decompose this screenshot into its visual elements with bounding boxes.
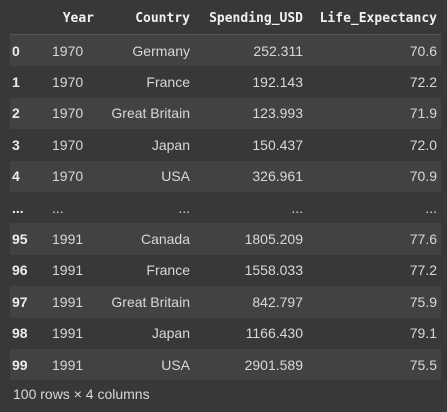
table-row: 1 1970 France 192.143 72.2 xyxy=(10,66,441,98)
row-index: 95 xyxy=(10,223,48,255)
year-cell: 1991 xyxy=(48,286,98,318)
life-expectancy-cell: ... xyxy=(307,191,441,224)
spending-usd-cell: 1805.209 xyxy=(194,223,307,255)
table-row: 99 1991 USA 2901.589 75.5 xyxy=(10,348,441,381)
row-index: 4 xyxy=(10,160,48,192)
row-index: 2 xyxy=(10,97,48,130)
life-expectancy-cell: 71.9 xyxy=(307,97,441,130)
year-cell: 1970 xyxy=(48,66,98,98)
country-cell: Great Britain xyxy=(98,97,194,130)
column-header-year: Year xyxy=(48,2,98,35)
row-index: ... xyxy=(10,191,48,224)
column-header-country: Country xyxy=(98,2,194,35)
table-row: 96 1991 France 1558.033 77.2 xyxy=(10,254,441,287)
spending-usd-cell: 150.437 xyxy=(194,129,307,161)
life-expectancy-cell: 72.2 xyxy=(307,66,441,98)
life-expectancy-cell: 75.5 xyxy=(307,348,441,381)
country-cell: France xyxy=(98,66,194,98)
country-cell: France xyxy=(98,254,194,287)
country-cell: Germany xyxy=(98,34,194,67)
country-cell: ... xyxy=(98,191,194,224)
spending-usd-cell: 1166.430 xyxy=(194,317,307,349)
spending-usd-cell: 123.993 xyxy=(194,97,307,130)
spending-usd-cell: 192.143 xyxy=(194,66,307,98)
row-index: 96 xyxy=(10,254,48,287)
table-row: 97 1991 Great Britain 842.797 75.9 xyxy=(10,286,441,318)
spending-usd-cell: 252.311 xyxy=(194,34,307,67)
table-row: 95 1991 Canada 1805.209 77.6 xyxy=(10,223,441,255)
row-index: 97 xyxy=(10,286,48,318)
year-cell: 1970 xyxy=(48,97,98,130)
table-row: 2 1970 Great Britain 123.993 71.9 xyxy=(10,97,441,130)
table-row: 4 1970 USA 326.961 70.9 xyxy=(10,160,441,192)
country-cell: Japan xyxy=(98,129,194,161)
row-index: 1 xyxy=(10,66,48,98)
country-cell: USA xyxy=(98,160,194,192)
table-row: 98 1991 Japan 1166.430 79.1 xyxy=(10,317,441,349)
year-cell: 1970 xyxy=(48,34,98,67)
life-expectancy-cell: 75.9 xyxy=(307,286,441,318)
year-cell: 1991 xyxy=(48,348,98,381)
dataframe-table: Year Country Spending_USD Life_Expectanc… xyxy=(10,2,441,381)
life-expectancy-cell: 77.2 xyxy=(307,254,441,287)
country-cell: Japan xyxy=(98,317,194,349)
column-header-spending-usd: Spending_USD xyxy=(194,2,307,35)
year-cell: 1970 xyxy=(48,129,98,161)
row-count-summary: 100 rows × 4 columns xyxy=(13,386,150,402)
country-cell: Great Britain xyxy=(98,286,194,318)
year-cell: 1991 xyxy=(48,223,98,255)
row-index: 99 xyxy=(10,348,48,381)
country-cell: Canada xyxy=(98,223,194,255)
life-expectancy-cell: 79.1 xyxy=(307,317,441,349)
year-cell: ... xyxy=(48,191,98,224)
spending-usd-cell: 2901.589 xyxy=(194,348,307,381)
spending-usd-cell: 1558.033 xyxy=(194,254,307,287)
index-header xyxy=(10,2,48,35)
country-cell: USA xyxy=(98,348,194,381)
year-cell: 1991 xyxy=(48,317,98,349)
header-row: Year Country Spending_USD Life_Expectanc… xyxy=(10,2,441,35)
row-index: 98 xyxy=(10,317,48,349)
life-expectancy-cell: 72.0 xyxy=(307,129,441,161)
table-row: 3 1970 Japan 150.437 72.0 xyxy=(10,129,441,161)
table-row: 0 1970 Germany 252.311 70.6 xyxy=(10,34,441,67)
column-header-life-expectancy: Life_Expectancy xyxy=(307,2,441,35)
row-index: 0 xyxy=(10,34,48,67)
life-expectancy-cell: 70.9 xyxy=(307,160,441,192)
spending-usd-cell: 326.961 xyxy=(194,160,307,192)
row-index: 3 xyxy=(10,129,48,161)
year-cell: 1970 xyxy=(48,160,98,192)
year-cell: 1991 xyxy=(48,254,98,287)
spending-usd-cell: ... xyxy=(194,191,307,224)
life-expectancy-cell: 77.6 xyxy=(307,223,441,255)
table-row: ............... xyxy=(10,191,441,224)
spending-usd-cell: 842.797 xyxy=(194,286,307,318)
life-expectancy-cell: 70.6 xyxy=(307,34,441,67)
